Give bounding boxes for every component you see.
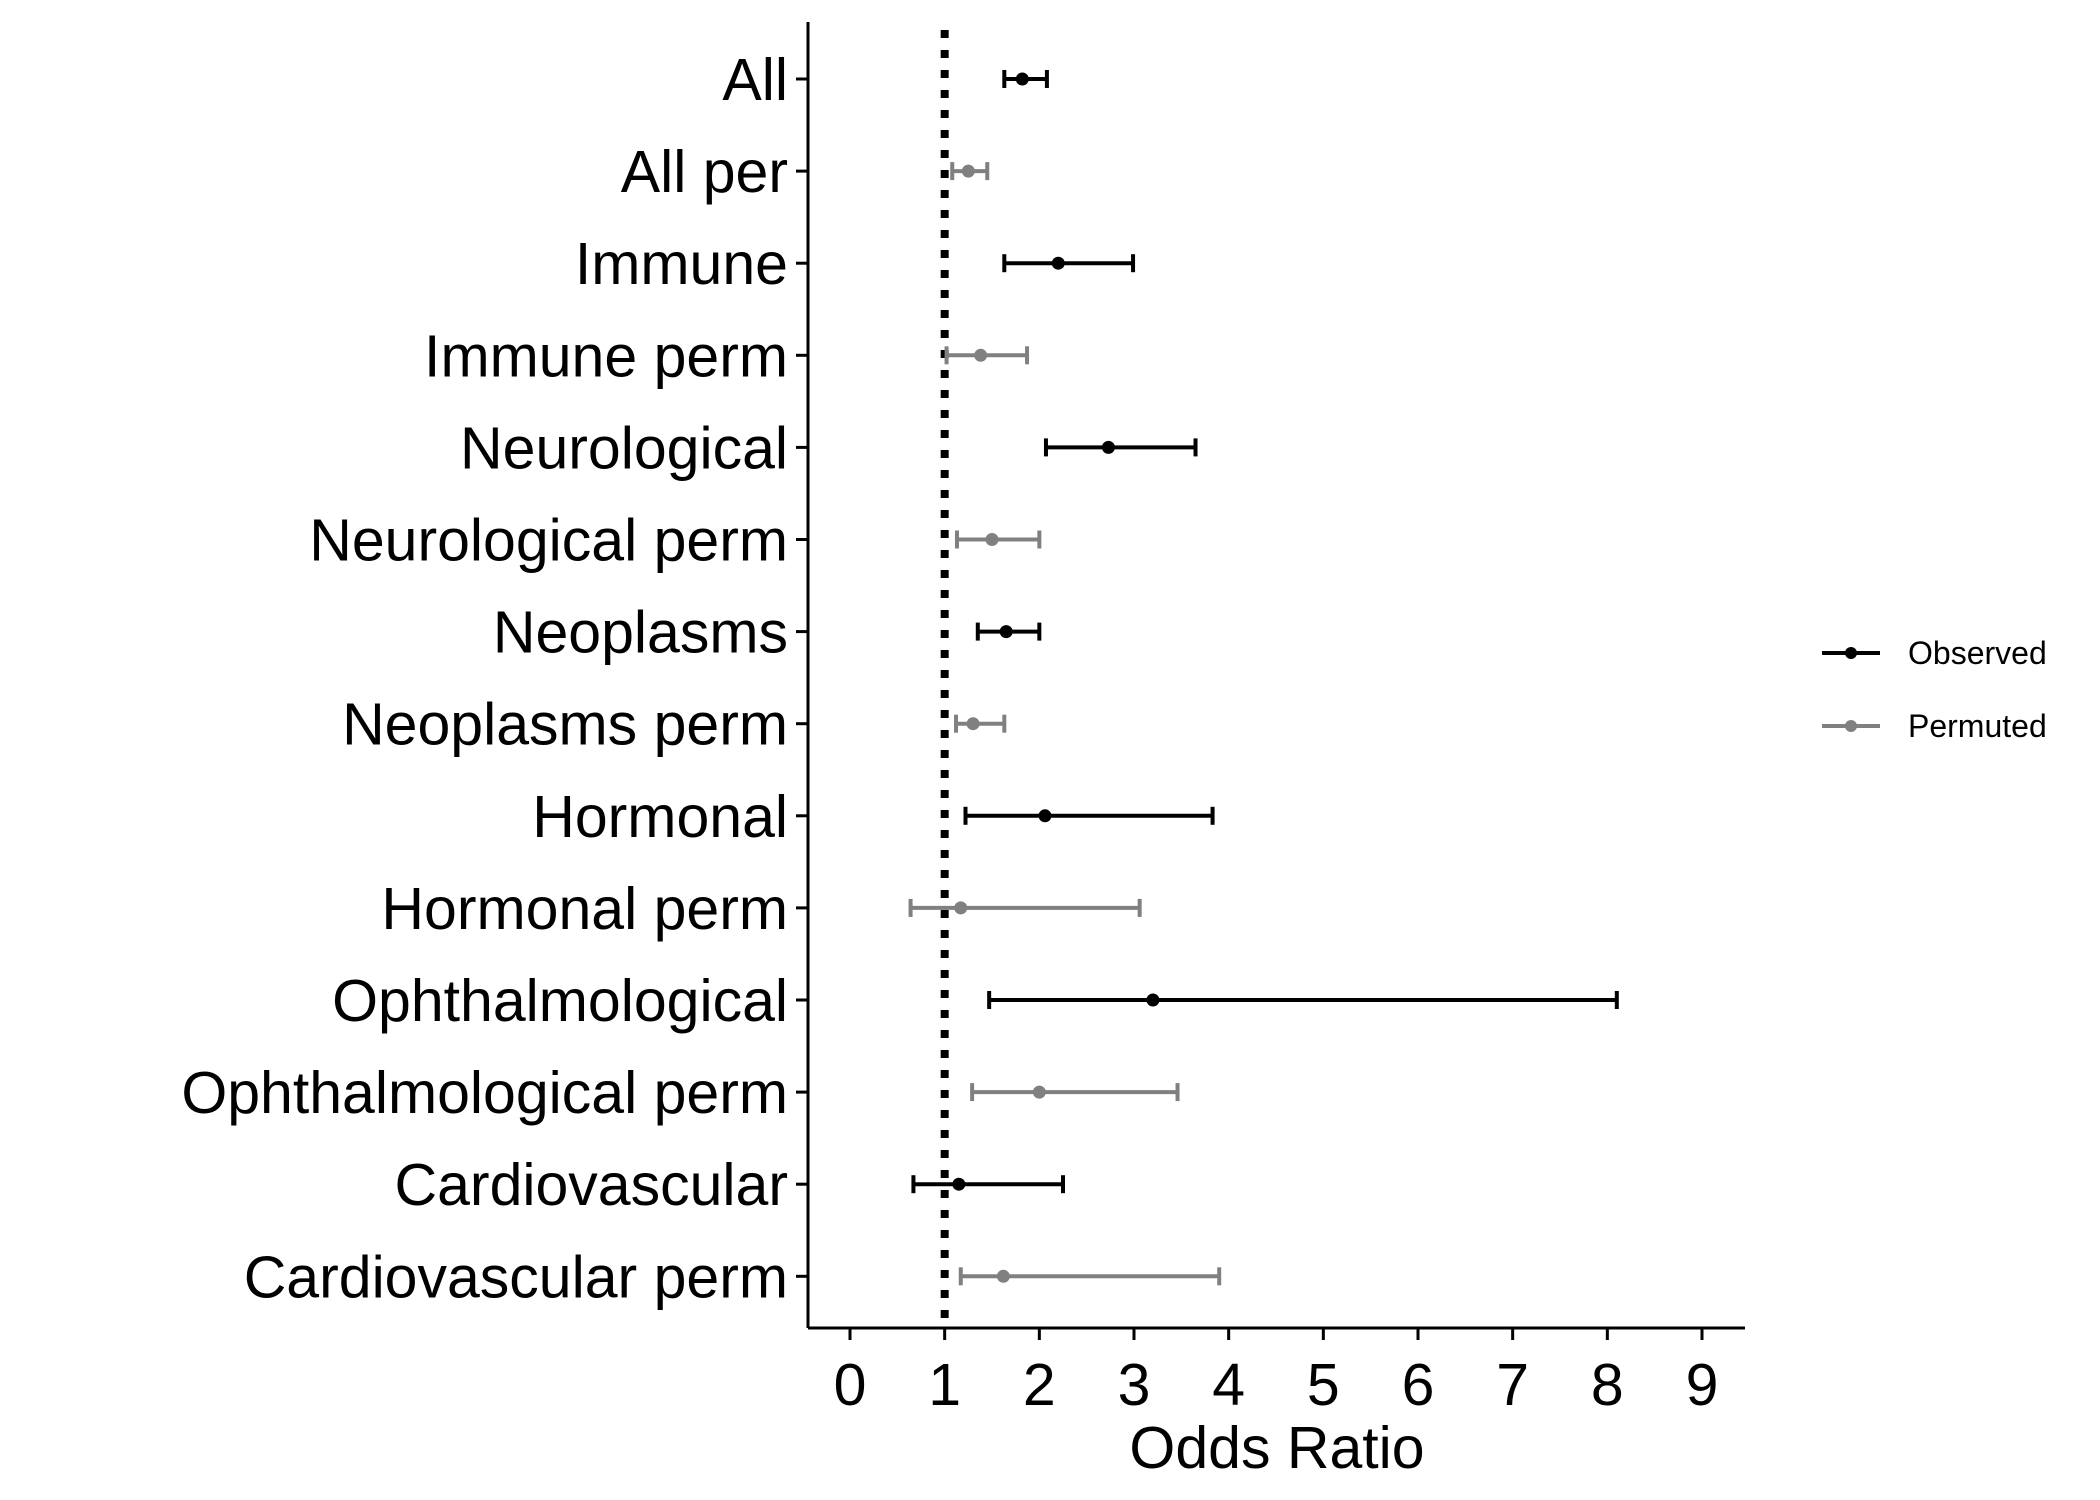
x-tick-label: 1 <box>928 1352 961 1418</box>
forest-row: Cardiovascular <box>395 1152 1065 1218</box>
forest-row: All per <box>621 139 990 205</box>
x-tick-label: 8 <box>1591 1352 1624 1418</box>
estimate-point <box>996 1269 1010 1283</box>
estimate-point <box>954 901 968 915</box>
x-tick-label: 2 <box>1023 1352 1056 1418</box>
category-label: Neurological perm <box>309 508 788 574</box>
category-label: Neoplasms <box>493 600 788 666</box>
category-label: Immune perm <box>424 323 788 389</box>
forest-row: Immune <box>575 231 1136 297</box>
x-tick-label: 9 <box>1686 1352 1719 1418</box>
x-tick-label: 6 <box>1402 1352 1435 1418</box>
legend-item: Observed <box>1822 635 2047 671</box>
legend-label: Permuted <box>1908 708 2047 744</box>
category-label: Cardiovascular <box>395 1152 789 1218</box>
estimate-point <box>1038 809 1052 823</box>
legend-key-point <box>1845 647 1857 659</box>
forest-row: Neurological perm <box>309 508 1042 574</box>
category-label: Neoplasms perm <box>342 692 788 758</box>
category-label: Hormonal <box>532 784 788 850</box>
category-label: Ophthalmological <box>332 968 788 1034</box>
forest-row: Hormonal <box>532 784 1215 850</box>
legend-label: Observed <box>1908 635 2047 671</box>
x-tick-label: 4 <box>1212 1352 1245 1418</box>
category-label: Neurological <box>460 415 788 481</box>
x-axis-title: Odds Ratio <box>1129 1415 1424 1481</box>
estimate-point <box>952 1177 966 1191</box>
estimate-point <box>1015 72 1029 86</box>
x-tick-label: 3 <box>1118 1352 1151 1418</box>
legend-item: Permuted <box>1822 708 2047 744</box>
forest-row: Ophthalmological <box>332 968 1619 1034</box>
forest-row: Neurological <box>460 415 1198 481</box>
x-tick-label: 5 <box>1307 1352 1340 1418</box>
category-label: Cardiovascular perm <box>244 1244 788 1310</box>
forest-row: Hormonal perm <box>381 876 1142 942</box>
forest-row: Neoplasms <box>493 600 1042 666</box>
estimate-point <box>1032 1085 1046 1099</box>
estimate-point <box>999 625 1013 639</box>
forest-row: Immune perm <box>424 323 1030 389</box>
category-label: Hormonal perm <box>381 876 788 942</box>
forest-row: All <box>722 47 1049 113</box>
x-tick-label: 7 <box>1496 1352 1529 1418</box>
x-tick-label: 0 <box>834 1352 867 1418</box>
legend-key-point <box>1845 720 1857 732</box>
estimate-point <box>974 348 988 362</box>
legend: Observed Permuted <box>1822 635 2047 744</box>
estimate-point <box>966 717 980 731</box>
estimate-point <box>1101 440 1115 454</box>
category-label: All <box>722 47 788 113</box>
estimate-point <box>961 164 975 178</box>
category-label: All per <box>621 139 788 205</box>
category-label: Immune <box>575 231 788 297</box>
estimate-point <box>1146 993 1160 1007</box>
category-label: Ophthalmological perm <box>181 1060 788 1126</box>
forest-row: Ophthalmological perm <box>181 1060 1180 1126</box>
estimate-point <box>1051 256 1065 270</box>
rows-layer: All All per Immune Immune perm Neurological N… <box>181 47 1619 1310</box>
estimate-point <box>985 533 999 546</box>
forest-row: Cardiovascular perm <box>244 1244 1222 1310</box>
axes-layer <box>806 22 1745 1330</box>
forest-row: Neoplasms perm <box>342 692 1007 758</box>
